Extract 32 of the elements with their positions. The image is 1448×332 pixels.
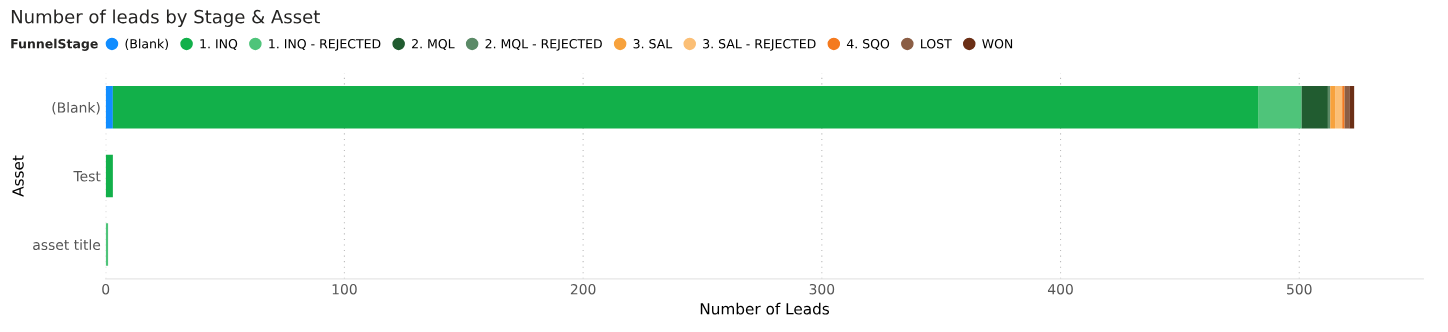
legend-label: LOST	[921, 38, 952, 49]
bar	[105, 154, 113, 198]
bar	[1335, 86, 1343, 129]
y-tick-label: Test	[73, 171, 101, 182]
legend-title: FunnelStage	[11, 38, 98, 51]
legend-label: 2. MQL	[412, 38, 455, 50]
legend-label: 1. INQ - REJECTED	[269, 38, 381, 51]
legend-label: 3. SAL	[633, 38, 673, 49]
legend-label: (Blank)	[125, 38, 169, 50]
legend-label: 2. MQL - REJECTED	[485, 38, 602, 51]
legend-label: WON	[982, 38, 1013, 49]
x-tick-label: 0	[102, 283, 110, 295]
y-tick-label: (Blank)	[52, 102, 100, 115]
x-tick-label: 200	[570, 283, 596, 295]
bar	[112, 86, 1259, 129]
bar	[1330, 86, 1336, 129]
x-axis-title: Number of Leads	[700, 302, 830, 315]
bar	[1301, 86, 1328, 129]
bar	[1342, 86, 1345, 129]
legend-label: 3. SAL - REJECTED	[703, 38, 816, 51]
chart-title: Number of leads by Stage & Asset	[11, 9, 320, 27]
x-tick-label: 500	[1287, 283, 1312, 295]
x-tick-label: 300	[809, 283, 835, 295]
x-tick-label: 400	[1047, 283, 1073, 295]
legend-label: 4. SQO	[846, 38, 890, 50]
bar	[105, 86, 113, 129]
bar	[1349, 86, 1355, 129]
legend-label: 1. INQ	[200, 38, 238, 50]
bar	[1258, 86, 1302, 129]
x-tick-label: 100	[332, 283, 357, 295]
y-axis-title: Asset	[12, 155, 24, 197]
y-tick-label: asset title	[33, 239, 101, 251]
